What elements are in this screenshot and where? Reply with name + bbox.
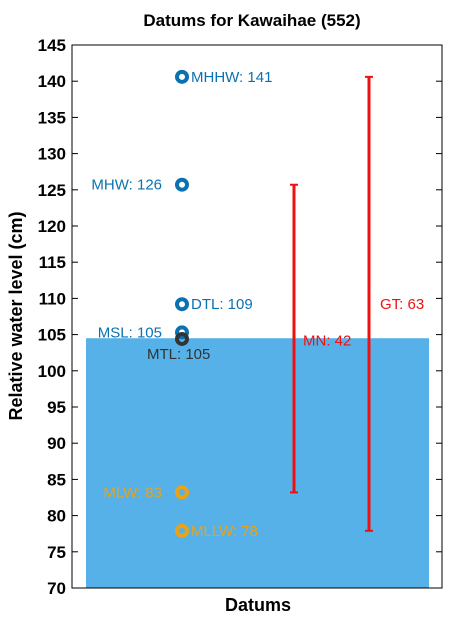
y-tick-label: 130 [38, 145, 66, 164]
datum-label: MHHW: 141 [191, 69, 272, 86]
y-tick-label: 105 [38, 326, 66, 345]
y-axis-label: Relative water level (cm) [6, 211, 26, 420]
y-tick-label: 95 [47, 398, 66, 417]
y-tick-label: 135 [38, 108, 66, 127]
y-tick-label: 120 [38, 217, 66, 236]
datum-point [175, 485, 189, 500]
y-tick-label: 75 [47, 543, 66, 562]
datum-label: DTL: 109 [191, 296, 253, 313]
y-tick-label: 100 [38, 362, 66, 381]
range-label: MN: 42 [303, 333, 351, 350]
y-tick-label: 115 [39, 253, 66, 272]
y-tick-label: 125 [38, 181, 66, 200]
x-axis-label: Datums [225, 595, 291, 615]
y-tick-label: 80 [47, 507, 66, 526]
plot-area: 70 75 80 85 90 95 100 105 110 115 120 125 130 135 140 1… [38, 36, 443, 598]
y-tick-label: 85 [47, 470, 66, 489]
datum-point [175, 69, 189, 84]
y-tick-label: 140 [38, 72, 66, 91]
axes-box [71, 44, 443, 589]
chart-title: Datums for Kawaihae (552) [143, 11, 360, 30]
range-label: GT: 63 [380, 296, 424, 313]
datum-label: MLLW: 78 [191, 523, 258, 540]
datum-point [175, 331, 189, 346]
datum-point [175, 523, 189, 538]
datum-point [175, 297, 189, 312]
water-level-fill [86, 338, 429, 588]
y-tick-label: 70 [47, 579, 66, 598]
datum-point [175, 177, 189, 192]
y-tick-label: 145 [38, 36, 66, 55]
datum-label: MTL: 105 [147, 346, 210, 363]
datum-label: MSL: 105 [98, 324, 162, 341]
datum-label: MHW: 126 [91, 177, 162, 194]
datum-point [175, 325, 189, 340]
datum-label: MLW: 83 [103, 484, 162, 501]
y-tick-label: 90 [47, 434, 66, 453]
y-tick-label: 110 [39, 289, 66, 308]
